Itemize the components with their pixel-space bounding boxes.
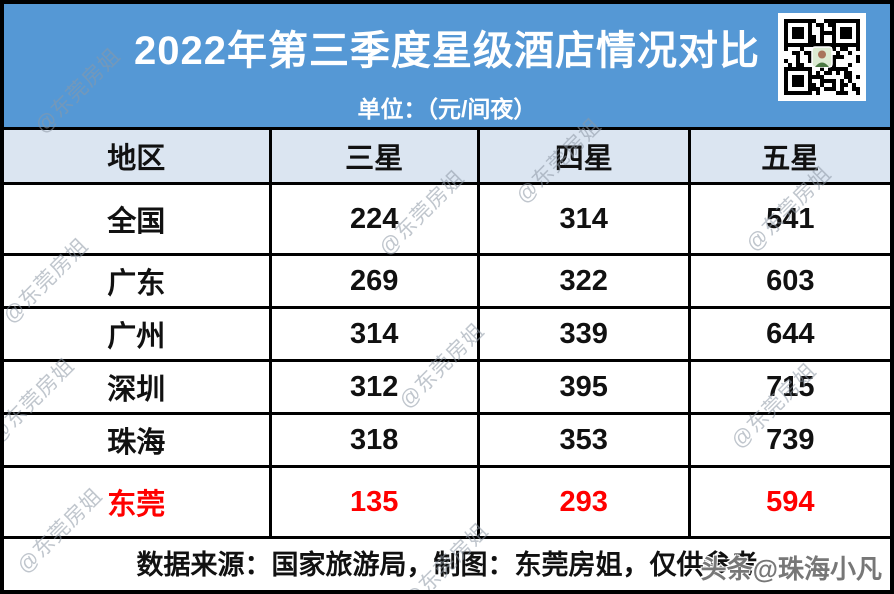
value-cell: 395 bbox=[480, 362, 691, 412]
table-row-zhuhai: 珠海 318 353 739 bbox=[4, 415, 890, 468]
value-cell: 353 bbox=[480, 415, 691, 465]
table-row-guangdong: 广东 269 322 603 bbox=[4, 256, 890, 309]
column-header-5star: 五星 bbox=[690, 130, 890, 182]
column-header-3star: 三星 bbox=[271, 130, 480, 182]
value-cell: 224 bbox=[272, 185, 480, 253]
page-title: 2022年第三季度星级酒店情况对比 bbox=[134, 29, 760, 73]
value-cell: 594 bbox=[766, 485, 815, 518]
value-cell: 644 bbox=[766, 317, 815, 350]
region-cell: 全国 bbox=[4, 185, 272, 253]
value-cell: 339 bbox=[480, 309, 691, 359]
source-note: 数据来源：国家旅游局，制图：东莞房姐，仅供参考 bbox=[136, 550, 758, 580]
unit-label: 单位：（元/间夜） bbox=[357, 96, 537, 122]
value-cell: 541 bbox=[766, 202, 815, 235]
table-row-guangzhou: 广州 314 339 644 bbox=[4, 309, 890, 362]
region-cell: 东莞 bbox=[4, 468, 272, 536]
qr-code-icon bbox=[778, 13, 866, 101]
value-cell: 715 bbox=[766, 370, 815, 403]
value-cell: 312 bbox=[272, 362, 480, 412]
value-cell: 135 bbox=[272, 468, 480, 536]
table-header-row: 地区 三星 四星 五星 bbox=[4, 130, 890, 185]
region-cell: 广州 bbox=[4, 309, 272, 359]
value-cell: 318 bbox=[272, 415, 480, 465]
table-row-national: 全国 224 314 541 bbox=[4, 185, 890, 256]
region-cell: 珠海 bbox=[4, 415, 272, 465]
table-row-dongguan: 东莞 135 293 594 bbox=[4, 468, 890, 539]
value-cell: 293 bbox=[480, 468, 691, 536]
hotel-price-table: 地区 三星 四星 五星 全国 224 314 541 广东 269 322 60… bbox=[4, 130, 890, 586]
column-header-region: 地区 bbox=[4, 130, 272, 182]
value-cell: 314 bbox=[480, 185, 691, 253]
region-cell: 广东 bbox=[4, 256, 272, 306]
value-cell: 314 bbox=[272, 309, 480, 359]
header-banner: 2022年第三季度星级酒店情况对比 单位：（元/间夜） bbox=[4, 4, 890, 130]
value-cell: 739 bbox=[766, 423, 815, 456]
value-cell: 322 bbox=[480, 256, 691, 306]
value-cell: 269 bbox=[272, 256, 480, 306]
table-row-shenzhen: 深圳 312 395 715 bbox=[4, 362, 890, 415]
region-cell: 深圳 bbox=[4, 362, 272, 412]
value-cell: 603 bbox=[766, 264, 815, 297]
column-header-4star: 四星 bbox=[479, 130, 691, 182]
